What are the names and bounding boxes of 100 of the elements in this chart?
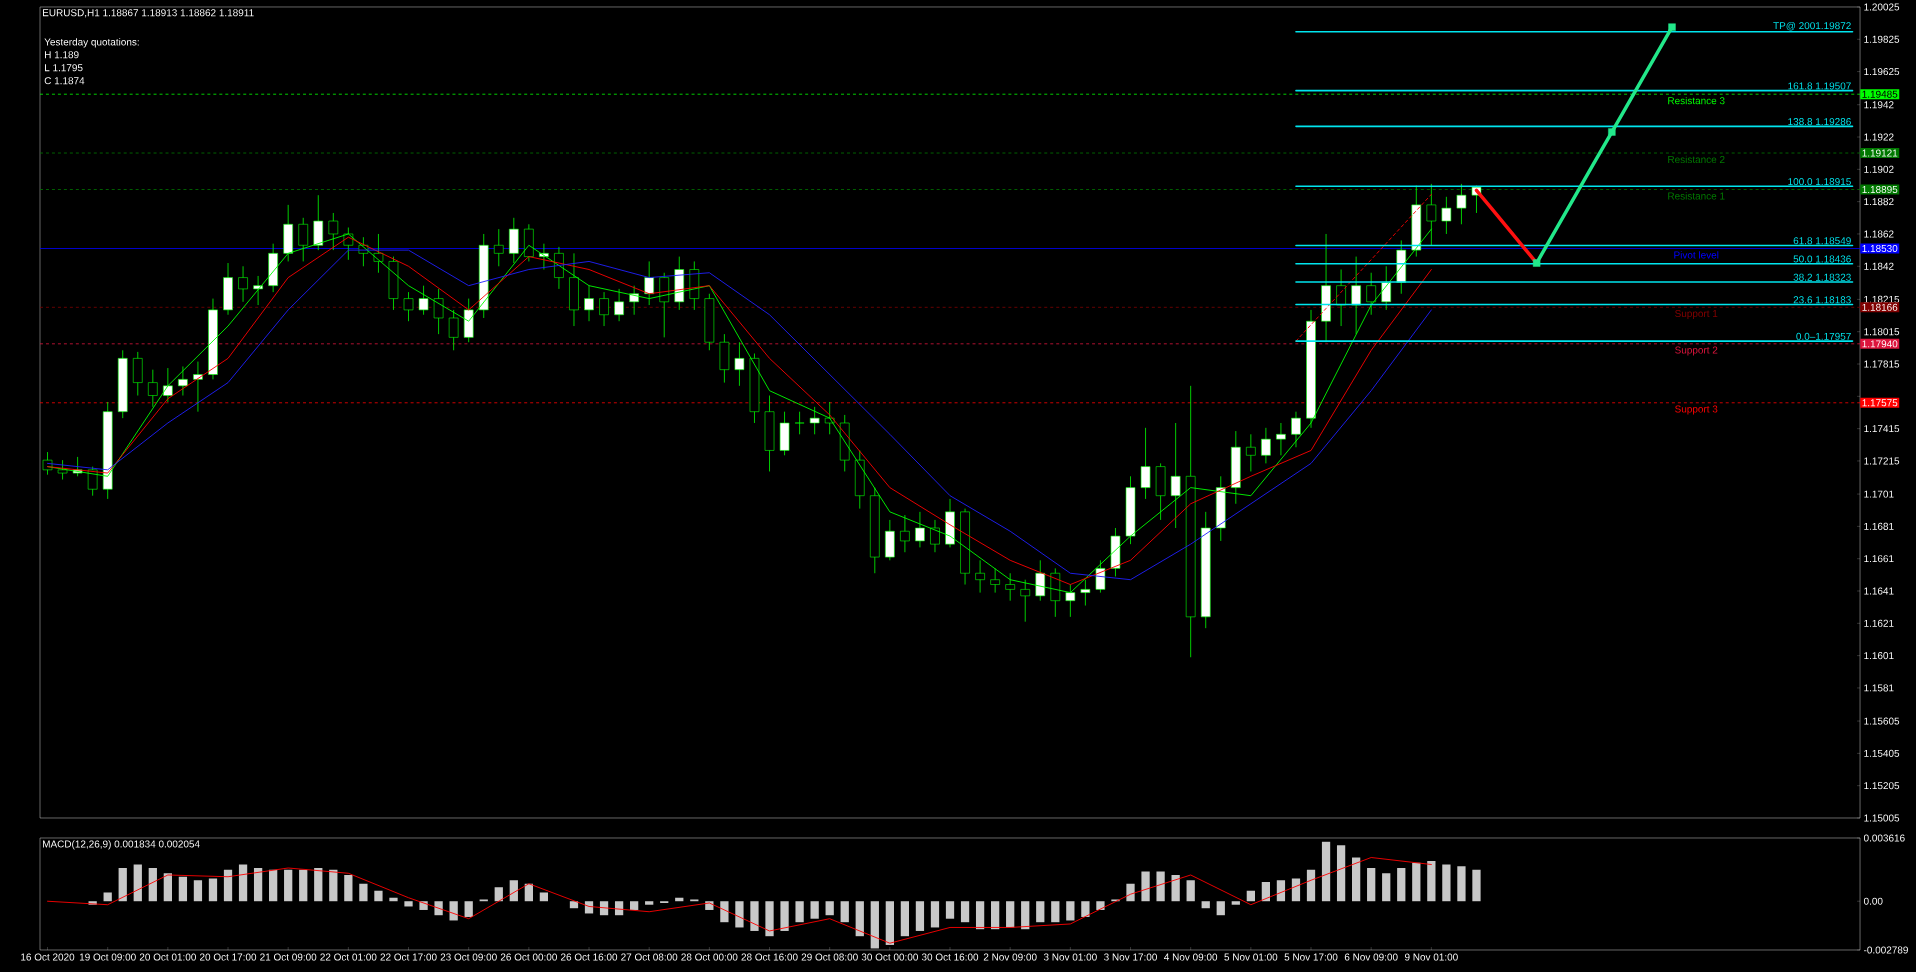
bar [1472, 869, 1481, 902]
bar [1081, 901, 1090, 917]
x-tick-label: 28 Oct 00:00 [681, 953, 738, 961]
bar [750, 901, 759, 931]
x-tick-label: 3 Nov 01:00 [1043, 953, 1097, 961]
y-tick-label: 0.00 [1863, 897, 1883, 905]
bar [494, 887, 503, 902]
series-label: 0.0–1.17957 [1796, 332, 1851, 340]
x-tick-label: 21 Oct 09:00 [260, 953, 317, 961]
y-tick-label: 1.1621 [1864, 619, 1894, 627]
bar [1036, 901, 1045, 923]
bar [870, 901, 879, 949]
y-tick-label: -0.002789 [1863, 946, 1908, 954]
bar [103, 892, 112, 902]
series-label: TP@ 2001.19872 [1773, 21, 1851, 31]
bar [1141, 871, 1150, 902]
bar [253, 868, 263, 902]
bar [1186, 880, 1195, 902]
bar [720, 901, 729, 923]
candlestick [1246, 433, 1256, 472]
bar [1321, 841, 1331, 902]
candlestick [1276, 422, 1286, 456]
bar [269, 869, 278, 902]
y-tick-label: 1.15605 [1864, 717, 1900, 725]
ref-line-label: Support 1 [1675, 310, 1718, 320]
x-tick-label: 20 Oct 01:00 [139, 953, 196, 961]
bar [208, 878, 218, 902]
y-tick-label: 1.19625 [1864, 68, 1900, 76]
bar [1412, 862, 1421, 902]
bar [1442, 864, 1451, 902]
bar [329, 869, 338, 902]
bar [404, 901, 413, 907]
bar [193, 880, 203, 902]
text: 1.18530 [1862, 244, 1898, 253]
candlestick [1140, 427, 1151, 500]
candlestick [809, 406, 820, 435]
line-series [1295, 193, 1432, 342]
bar [1291, 878, 1301, 902]
y-tick-label: 1.1922 [1864, 133, 1894, 141]
bar [1382, 873, 1391, 902]
candlestick [915, 511, 925, 548]
bar [223, 869, 233, 902]
y-tick-label: 1.18015 [1864, 328, 1900, 336]
bar [374, 890, 383, 902]
candlestick [493, 228, 504, 267]
bar [163, 873, 172, 902]
bar [359, 883, 368, 902]
y-tick-label: 1.1581 [1864, 684, 1894, 692]
bar [945, 901, 955, 919]
bar [1051, 901, 1060, 923]
y-tick-label: 0.003616 [1863, 834, 1905, 842]
candlestick [1291, 411, 1301, 448]
x-tick-label: 2 Nov 09:00 [983, 953, 1037, 961]
candlestick [734, 341, 745, 387]
bar [539, 892, 549, 902]
text: 1.19121 [1862, 149, 1898, 157]
bar [885, 901, 894, 945]
bar [238, 864, 248, 902]
bar [735, 901, 744, 928]
bar [1201, 901, 1210, 909]
y-tick-label: 1.1701 [1864, 490, 1894, 498]
bar [509, 880, 518, 902]
bar [1427, 861, 1436, 902]
point [1532, 259, 1541, 267]
bar [780, 901, 789, 931]
point [1608, 128, 1616, 136]
y-tick-label: 1.1842 [1864, 262, 1894, 270]
series-label: 38.2 1.18323 [1793, 273, 1851, 281]
bar [148, 868, 157, 902]
candlestick [1351, 256, 1361, 335]
bar [810, 901, 819, 919]
bar [1231, 901, 1240, 905]
series-label: 100.0 1.18915 [1788, 178, 1851, 186]
bar [915, 901, 925, 931]
candlestick [1261, 427, 1271, 464]
series-label: 50.0 1.18436 [1793, 255, 1851, 263]
y-tick-label: 1.17215 [1864, 457, 1900, 465]
series-label: 161.8 1.19507 [1788, 82, 1851, 90]
bar [464, 901, 473, 917]
y-tick-label: 1.17815 [1864, 360, 1900, 368]
bar [630, 901, 639, 910]
y-tick-label: 1.1882 [1864, 198, 1894, 206]
y-tick-label: 1.18215 [1864, 295, 1900, 303]
candlestick [1456, 183, 1467, 225]
y-tick-label: 1.20025 [1864, 3, 1900, 11]
bar [1352, 857, 1361, 902]
x-tick-label: 28 Oct 16:00 [741, 953, 798, 961]
bar [1216, 901, 1225, 916]
bar [975, 901, 985, 930]
x-tick-label: 6 Nov 09:00 [1344, 953, 1398, 961]
candlestick [418, 285, 429, 316]
candlestick [644, 261, 654, 306]
candlestick [57, 459, 68, 480]
y-tick-label: 1.1681 [1864, 522, 1894, 530]
bar [1306, 869, 1316, 902]
series-label: 23.6 1.18183 [1793, 296, 1851, 304]
y-tick-label: 1.1661 [1864, 555, 1894, 563]
x-tick-label: 5 Nov 01:00 [1224, 953, 1278, 961]
bar [1457, 866, 1466, 902]
series-label: 138.8 1.19286 [1788, 118, 1851, 126]
